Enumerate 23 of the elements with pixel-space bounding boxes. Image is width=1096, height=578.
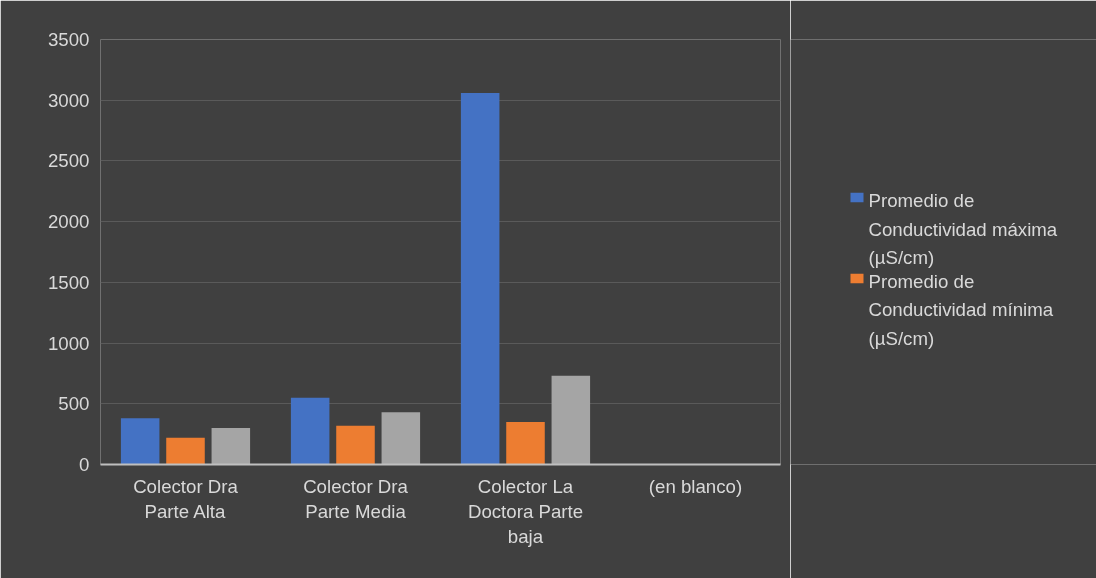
- y-tick-label: 0: [79, 454, 90, 475]
- bar: [506, 422, 545, 465]
- y-tick-label: 3500: [48, 29, 90, 50]
- y-tick-label: 1500: [48, 271, 90, 293]
- y-tick-label: 1000: [48, 332, 90, 354]
- x-tick-label: Colector La Doctora Parte baja: [467, 475, 584, 547]
- bar: [211, 428, 251, 465]
- bar: [551, 375, 591, 465]
- bar: [381, 412, 421, 465]
- y-tick-label: 3000: [48, 89, 90, 111]
- x-tick-label: (en blanco): [648, 475, 743, 497]
- x-tick-label: Colector Dra Parte Media: [303, 475, 409, 522]
- bar: [120, 418, 160, 465]
- legend-label: Promedio de Conductividad mínima (µS/cm): [868, 271, 1054, 349]
- bar: [460, 92, 500, 465]
- bar: [290, 397, 330, 465]
- y-tick-label: 2000: [48, 211, 90, 233]
- y-tick-label: 500: [58, 393, 90, 415]
- legend-label: Promedio de Conductividad máxima (µS/cm): [868, 190, 1058, 268]
- bar: [166, 437, 205, 465]
- bar: [336, 425, 375, 465]
- y-tick-label: 2500: [48, 150, 90, 172]
- x-tick-label: Colector Dra Parte Alta: [133, 475, 239, 522]
